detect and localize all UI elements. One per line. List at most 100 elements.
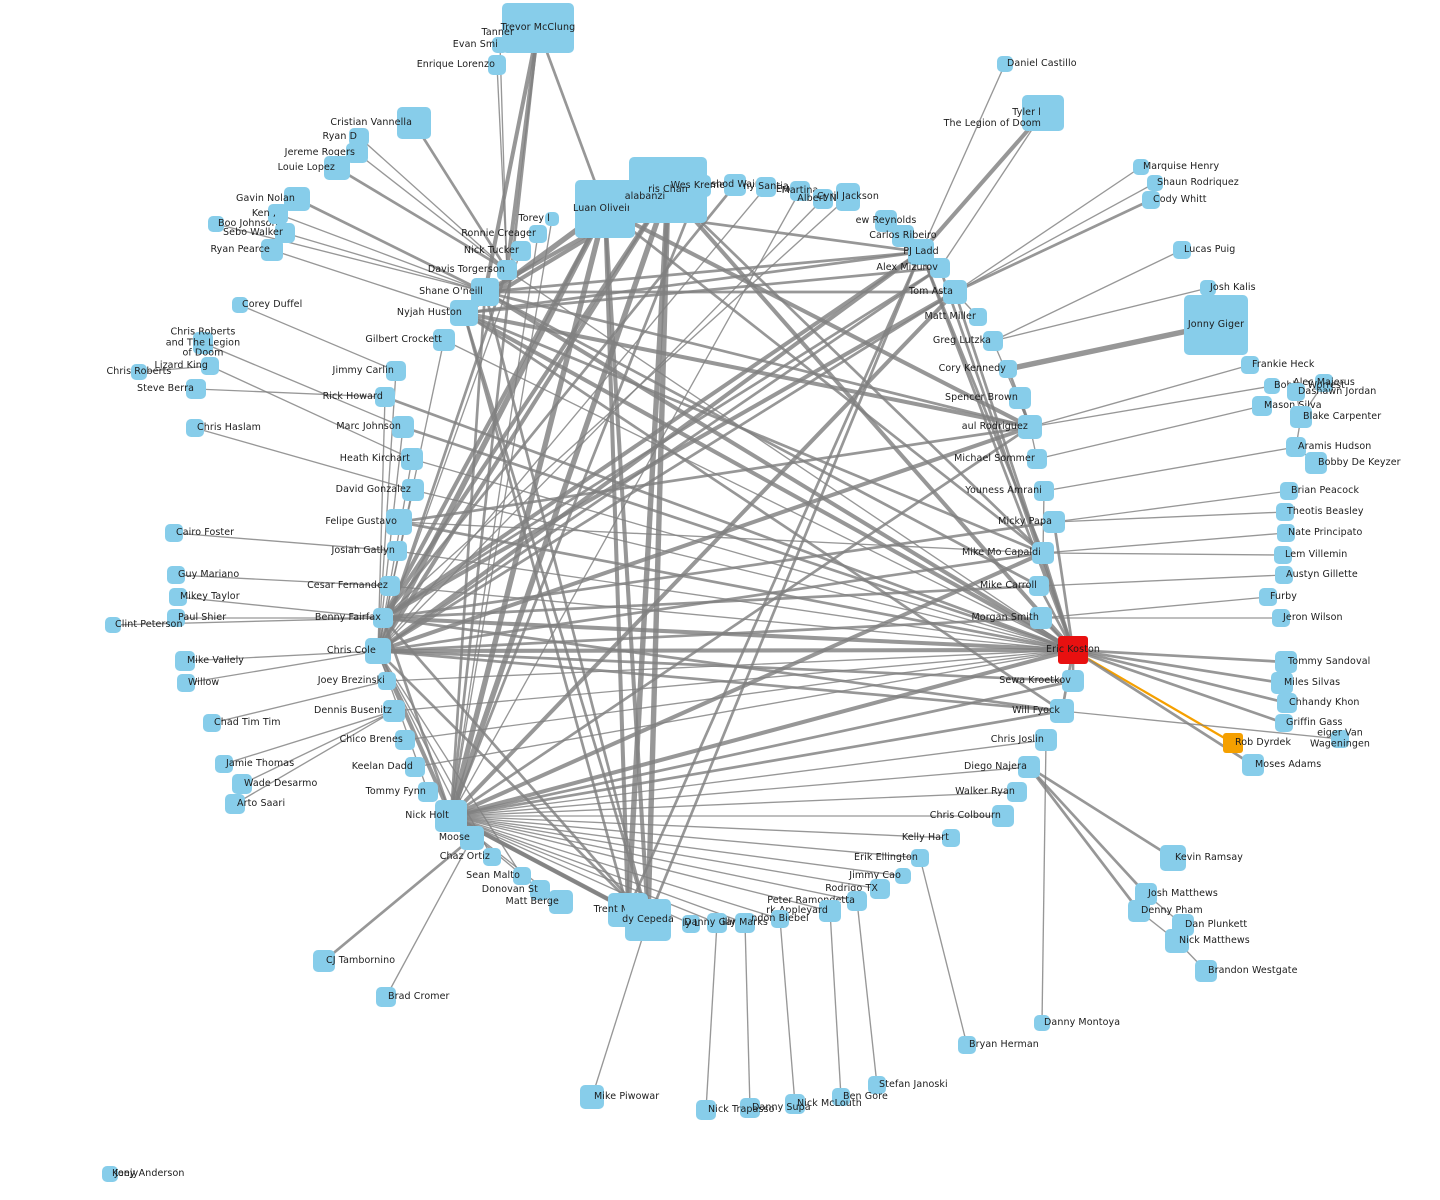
graph-node-josh-matthews[interactable]	[1135, 883, 1157, 905]
graph-node-youness-amrani[interactable]	[1034, 481, 1054, 501]
graph-node-dennis-busenitz[interactable]	[383, 700, 405, 722]
graph-node-chris-joslin[interactable]	[1035, 729, 1057, 751]
graph-node-danny-montoya[interactable]	[1034, 1015, 1050, 1031]
graph-node-wes-kremer[interactable]	[689, 175, 711, 197]
graph-node-ryan-d[interactable]	[349, 128, 369, 146]
graph-node-evan-smith[interactable]	[492, 37, 508, 53]
graph-node-felipe-gustavo[interactable]	[386, 509, 412, 535]
graph-node-will-fyock[interactable]	[1050, 699, 1074, 723]
graph-node-tom-asta[interactable]	[943, 280, 967, 304]
graph-node-rick-howard[interactable]	[375, 387, 395, 407]
graph-node-paul-shier[interactable]	[167, 609, 185, 627]
graph-node-louie-lopez[interactable]	[324, 156, 350, 180]
graph-node-donovan-st[interactable]	[530, 880, 550, 900]
graph-node-clint-peterson[interactable]	[105, 617, 121, 633]
graph-node-ronnie-creager[interactable]	[529, 225, 547, 243]
graph-node-mark-appleyard[interactable]	[819, 900, 841, 922]
graph-node-mike-piwowar[interactable]	[580, 1085, 604, 1109]
graph-node-luan-oliveira[interactable]	[575, 180, 635, 238]
graph-node-moose[interactable]	[460, 826, 484, 850]
graph-node-tommy-fynn[interactable]	[418, 782, 438, 802]
graph-node-austyn-gillette[interactable]	[1275, 566, 1293, 584]
graph-node-brandon-westgate[interactable]	[1195, 960, 1217, 982]
graph-node-cody-whitt[interactable]	[1142, 191, 1160, 209]
graph-node-steve-berra[interactable]	[186, 379, 206, 399]
graph-node-miles-silvas[interactable]	[1271, 672, 1293, 694]
graph-node-morgan-smith[interactable]	[1030, 607, 1052, 629]
graph-node-martinez[interactable]	[790, 181, 810, 201]
graph-node-theotis-beasley[interactable]	[1276, 503, 1294, 521]
graph-node-kelly-l[interactable]	[682, 915, 700, 933]
graph-node-jeron-wilson[interactable]	[1272, 609, 1290, 627]
graph-node-danny-garcia[interactable]	[707, 913, 727, 933]
graph-node-denny-pham[interactable]	[1128, 900, 1150, 922]
graph-node-nick-matthews[interactable]	[1165, 929, 1189, 953]
graph-node-arto-saari[interactable]	[225, 794, 245, 814]
graph-node-greg-lutzka[interactable]	[983, 331, 1003, 351]
graph-node-nick-tucker[interactable]	[511, 241, 531, 261]
graph-node-tyler-l[interactable]	[1022, 95, 1064, 131]
graph-node-rodrigo-tx[interactable]	[870, 879, 890, 899]
graph-node-alex-mizurov[interactable]	[930, 258, 950, 278]
graph-node-mason-silva[interactable]	[1252, 396, 1272, 416]
graph-node-matt-miller[interactable]	[969, 308, 987, 326]
graph-node-ishod-wair[interactable]	[724, 174, 746, 196]
graph-node-spencer-brown[interactable]	[1009, 387, 1031, 409]
graph-node-moses-adams[interactable]	[1242, 754, 1264, 776]
graph-node-walker-ryan[interactable]	[1007, 782, 1027, 802]
graph-node-josiah-gatlyn[interactable]	[387, 541, 407, 561]
graph-node-keelan-dadd[interactable]	[405, 757, 425, 777]
graph-node-cj-tambornino[interactable]	[313, 950, 335, 972]
graph-node-bobby-de-keyzer[interactable]	[1305, 452, 1327, 474]
graph-node-jamie-thomas[interactable]	[215, 755, 233, 773]
graph-node-sebo-walker[interactable]	[275, 223, 295, 243]
graph-node-ken[interactable]	[268, 204, 288, 224]
graph-node-mikey-taylor[interactable]	[169, 588, 187, 606]
graph-node-alec-majerus[interactable]	[1315, 374, 1333, 392]
graph-node-jimmy-carlin[interactable]	[386, 361, 406, 381]
graph-node-cesar-fernandez[interactable]	[380, 576, 400, 596]
graph-node-geiger-van-wageningen[interactable]	[1331, 730, 1349, 748]
graph-node-marquise-henry[interactable]	[1133, 159, 1149, 175]
graph-node-chico-brenes[interactable]	[395, 730, 415, 750]
graph-node-lem-villemin[interactable]	[1274, 546, 1292, 564]
graph-node-mike-vallely[interactable]	[175, 651, 195, 671]
graph-node-danny-supa[interactable]	[740, 1098, 760, 1118]
graph-node-heath-kirchart[interactable]	[401, 448, 423, 470]
graph-node-willow[interactable]	[177, 674, 195, 692]
graph-node-jimmy-cao[interactable]	[895, 868, 911, 884]
graph-node-nick-trapasso[interactable]	[696, 1100, 716, 1120]
graph-node-nate-principato[interactable]	[1277, 524, 1295, 542]
graph-node-cairo-foster[interactable]	[165, 524, 183, 542]
graph-node-marc-johnson[interactable]	[392, 416, 414, 438]
graph-node-cody-cepeda[interactable]	[625, 899, 671, 941]
graph-node-boo-johnson[interactable]	[208, 216, 224, 232]
graph-node-guy-mariano[interactable]	[167, 566, 185, 584]
graph-node-gavin-nolan[interactable]	[284, 187, 310, 211]
graph-node-benny-fairfax[interactable]	[373, 608, 393, 628]
graph-node-torey-l[interactable]	[545, 212, 559, 226]
graph-node-micky-papa[interactable]	[1043, 511, 1065, 533]
graph-node-tommy-sandoval[interactable]	[1275, 651, 1297, 673]
graph-node-lucas-puig[interactable]	[1173, 241, 1191, 259]
graph-node-sewa-kroetkov[interactable]	[1062, 670, 1084, 692]
graph-node-cristian-vannella[interactable]	[397, 107, 431, 139]
graph-node-nyjah-huston[interactable]	[450, 300, 478, 326]
graph-node-kenjy[interactable]	[102, 1166, 118, 1182]
graph-node-albert-nyberg[interactable]	[813, 189, 833, 209]
graph-node-chris-roberts-legion[interactable]	[193, 332, 213, 354]
graph-node-gilbert-crockett[interactable]	[433, 329, 455, 351]
graph-node-diego-najera[interactable]	[1018, 756, 1040, 778]
graph-node-erik-ellington[interactable]	[911, 849, 929, 867]
graph-node-josh-kalis[interactable]	[1200, 280, 1216, 296]
graph-node-ryan-pearce[interactable]	[261, 239, 283, 261]
graph-node-joey-brezinski[interactable]	[378, 672, 396, 690]
graph-node-trevor-mcclung[interactable]	[502, 3, 574, 53]
graph-node-wade-desarmo[interactable]	[232, 774, 252, 794]
graph-node-paul-rodriguez[interactable]	[1018, 415, 1042, 439]
graph-node-cyril-jackson[interactable]	[836, 183, 860, 211]
graph-node-chhandy-khon[interactable]	[1277, 693, 1297, 713]
graph-node-sean-malto[interactable]	[513, 867, 531, 885]
